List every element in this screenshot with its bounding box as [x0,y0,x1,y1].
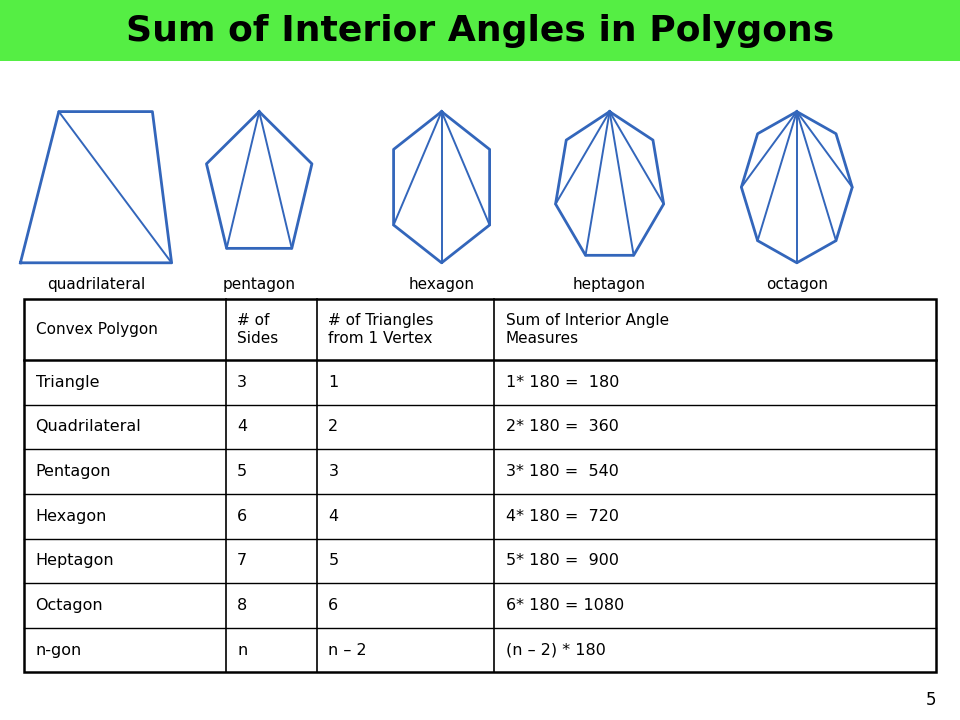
Text: Quadrilateral: Quadrilateral [36,420,141,434]
FancyBboxPatch shape [24,299,936,672]
Text: 6: 6 [328,598,339,613]
FancyBboxPatch shape [0,0,960,61]
Text: (n – 2) * 180: (n – 2) * 180 [506,643,606,657]
Text: 4: 4 [328,509,339,523]
Text: octagon: octagon [766,277,828,292]
Text: 5: 5 [328,554,339,568]
Text: n: n [237,643,248,657]
Text: 5* 180 =  900: 5* 180 = 900 [506,554,619,568]
Text: Pentagon: Pentagon [36,464,111,479]
Text: 3* 180 =  540: 3* 180 = 540 [506,464,619,479]
Text: 1* 180 =  180: 1* 180 = 180 [506,375,619,390]
Text: 1: 1 [328,375,339,390]
Text: Heptagon: Heptagon [36,554,114,568]
Text: 5: 5 [237,464,248,479]
Text: Hexagon: Hexagon [36,509,107,523]
Text: Convex Polygon: Convex Polygon [36,322,157,337]
Text: n-gon: n-gon [36,643,82,657]
Text: heptagon: heptagon [573,277,646,292]
Text: Octagon: Octagon [36,598,103,613]
Text: # of Triangles
from 1 Vertex: # of Triangles from 1 Vertex [328,312,434,346]
Text: 6* 180 = 1080: 6* 180 = 1080 [506,598,624,613]
Text: 8: 8 [237,598,248,613]
Text: 6: 6 [237,509,248,523]
Text: quadrilateral: quadrilateral [47,277,145,292]
Text: 4* 180 =  720: 4* 180 = 720 [506,509,619,523]
Text: 3: 3 [237,375,247,390]
Text: # of
Sides: # of Sides [237,312,278,346]
Text: 4: 4 [237,420,248,434]
Text: pentagon: pentagon [223,277,296,292]
Text: Sum of Interior Angles in Polygons: Sum of Interior Angles in Polygons [126,14,834,48]
Text: 3: 3 [328,464,338,479]
Text: 7: 7 [237,554,248,568]
Text: n – 2: n – 2 [328,643,367,657]
Text: hexagon: hexagon [409,277,474,292]
Text: Sum of Interior Angle
Measures: Sum of Interior Angle Measures [506,312,669,346]
Text: 5: 5 [925,691,936,709]
Text: 2: 2 [328,420,339,434]
Text: 2* 180 =  360: 2* 180 = 360 [506,420,619,434]
Text: Triangle: Triangle [36,375,99,390]
